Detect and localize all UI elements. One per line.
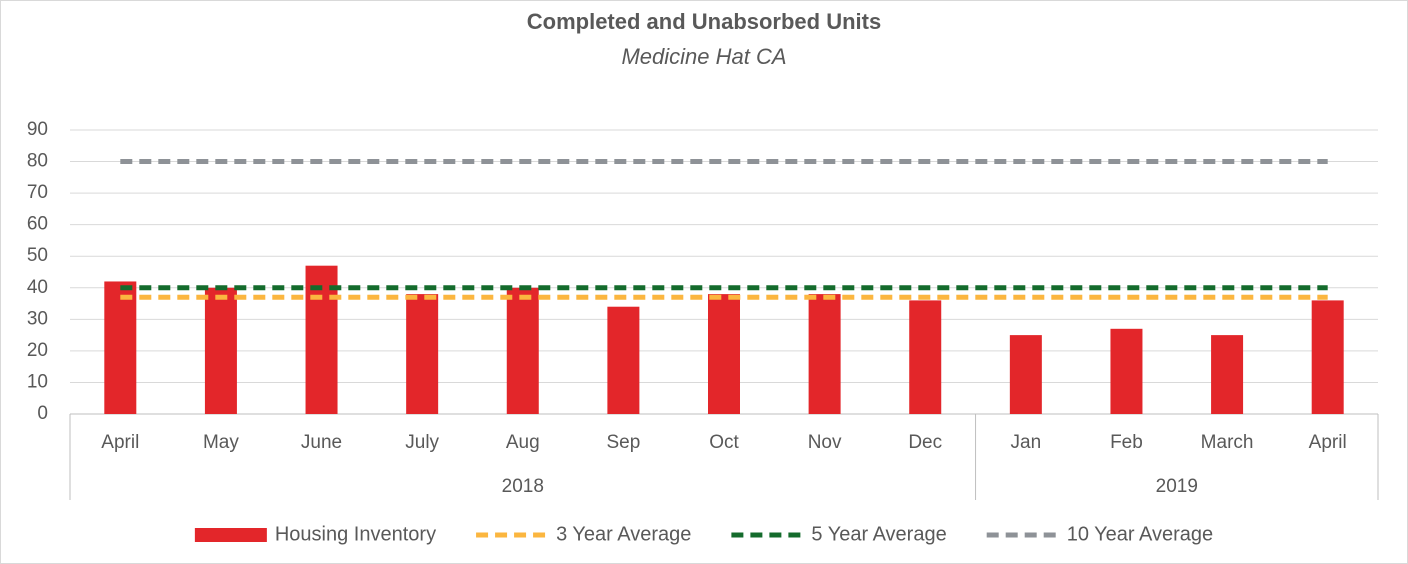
legend-label: Housing Inventory [275,523,436,545]
x-tick-label: Oct [709,432,739,453]
bar [1009,335,1042,414]
bar [506,287,539,414]
x-tick-label: Feb [1110,432,1143,453]
bar [607,306,640,414]
legend-label: 10 Year Average [1067,523,1213,545]
bar [1311,300,1344,414]
x-tick-label: March [1201,432,1254,453]
chart-subtitle: Medicine Hat CA [621,44,786,69]
group-label: 2018 [502,476,544,497]
x-tick-label: April [1309,432,1347,453]
bar [204,287,237,414]
x-tick-label: Sep [606,432,640,453]
x-tick-label: Nov [808,432,842,453]
y-tick-label: 0 [37,403,48,424]
bar [305,265,338,414]
legend-swatch [194,528,267,542]
y-tick-label: 60 [27,214,48,235]
chart-title: Completed and Unabsorbed Units [527,9,881,34]
x-tick-label: Dec [908,432,942,453]
y-tick-label: 50 [27,245,48,266]
y-tick-label: 10 [27,371,48,392]
x-tick-label: July [405,432,439,453]
x-tick-label: Aug [506,432,540,453]
x-tick-label: April [101,432,139,453]
x-tick-label: Jan [1011,432,1042,453]
legend-label: 5 Year Average [811,523,946,545]
bar [1211,335,1244,414]
y-tick-label: 20 [27,340,48,361]
y-tick-label: 80 [27,151,48,172]
bar [708,294,740,414]
y-tick-label: 90 [27,119,48,140]
x-tick-label: May [203,432,239,453]
bar [909,300,942,414]
bar [1110,328,1143,414]
bar [104,281,137,414]
bar [406,294,439,414]
bar [808,294,841,414]
group-label: 2019 [1156,476,1198,497]
x-tick-label: June [301,432,342,453]
legend-label: 3 Year Average [556,523,691,545]
y-tick-label: 70 [27,182,48,203]
y-tick-label: 30 [27,308,48,329]
legend: Housing Inventory 3 Year Average 5 Year Av… [194,523,1213,545]
y-tick-label: 40 [27,277,48,298]
